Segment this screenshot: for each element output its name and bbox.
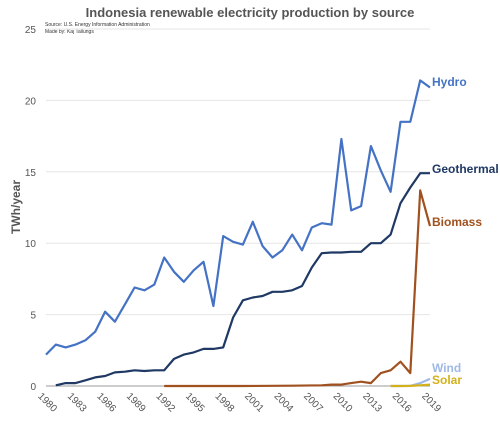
y-axis-label: TWh/year	[9, 180, 23, 234]
x-tick-label: 1986	[94, 391, 118, 415]
series-label-wind: Wind	[432, 361, 461, 375]
x-tick-label: 2010	[331, 391, 355, 415]
y-axis-ticks: 0 5 10 15 20 25	[25, 25, 37, 393]
x-tick-label: 2001	[242, 391, 266, 415]
series-label-geothermal: Geothermal	[432, 162, 499, 176]
y-tick-label: 20	[25, 96, 37, 107]
x-tick-label: 2019	[419, 391, 443, 415]
series-line-solar	[390, 383, 431, 388]
x-tick-label: 1989	[124, 391, 148, 415]
series-lines	[45, 79, 432, 388]
author-note: Made by: Kaj Tallungs	[45, 29, 94, 35]
x-tick-label: 2013	[360, 391, 384, 415]
x-tick-label: 2004	[272, 391, 296, 415]
y-tick-label: 0	[30, 382, 36, 393]
x-tick-label: 2007	[301, 391, 325, 415]
x-tick-label: 1992	[153, 391, 177, 415]
series-line-biomass	[164, 189, 432, 388]
chart-title: Indonesia renewable electricity producti…	[86, 5, 415, 20]
series-line-hydro	[45, 79, 431, 356]
x-tick-label: 2016	[390, 391, 414, 415]
y-tick-label: 10	[25, 239, 37, 250]
x-tick-label: 1998	[213, 391, 237, 415]
x-tick-label: 1983	[65, 391, 89, 415]
series-label-solar: Solar	[432, 373, 462, 387]
source-note: Source: U.S. Energy Information Administ…	[45, 22, 150, 28]
y-tick-label: 25	[25, 25, 37, 36]
x-tick-label: 1980	[35, 391, 59, 415]
series-label-biomass: Biomass	[432, 215, 482, 229]
y-tick-label: 5	[30, 311, 36, 322]
series-line-geothermal	[55, 172, 430, 387]
x-axis-ticks: 1980 1983 1986 1989 1992 1995 1998 2001 2004 2007…	[35, 391, 443, 415]
x-tick-label: 1995	[183, 391, 207, 415]
y-tick-label: 15	[25, 168, 37, 179]
series-label-hydro: Hydro	[432, 75, 467, 89]
gridlines	[46, 28, 430, 387]
